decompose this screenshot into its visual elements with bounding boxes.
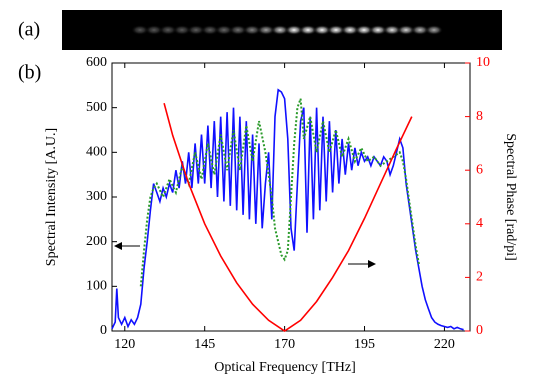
y2-tick-label: 2: [476, 270, 483, 285]
y2-tick-label: 10: [476, 55, 490, 70]
spot: [173, 25, 191, 35]
spot: [383, 25, 401, 35]
spot: [327, 25, 345, 35]
panel-label: (a): [18, 19, 40, 41]
arrow-left: [114, 242, 140, 250]
spot: [187, 25, 205, 35]
y-tick-label: 600: [86, 55, 107, 70]
x-axis-label: Optical Frequency [THz]: [214, 360, 356, 375]
spot: [397, 25, 415, 35]
y-tick-label: 100: [86, 279, 107, 294]
x-tick-label: 170: [274, 337, 295, 352]
spot: [271, 25, 289, 35]
y-tick-label: 200: [86, 234, 107, 249]
spot: [299, 25, 317, 35]
x-tick-label: 220: [434, 337, 455, 352]
arrow-right: [348, 260, 376, 268]
x-tick-label: 120: [114, 337, 135, 352]
panel-label: (b): [18, 62, 41, 84]
spot: [215, 25, 233, 35]
image-spots: [131, 25, 443, 35]
spot: [355, 25, 373, 35]
x-tick-label: 195: [354, 337, 375, 352]
spot: [313, 25, 331, 35]
y2-axis-label: Spectral Phase [rad/pi]: [503, 133, 518, 261]
y2-tick-label: 0: [476, 323, 483, 338]
spot: [201, 25, 219, 35]
series-line: [163, 102, 413, 332]
y-tick-label: 500: [86, 100, 107, 115]
series-line: [111, 88, 464, 331]
y-tick-label: 0: [100, 323, 107, 338]
spot: [131, 25, 149, 35]
spot: [341, 25, 359, 35]
spot: [411, 25, 429, 35]
y-axis-label: Spectral Intensity [A.U.]: [44, 128, 59, 266]
spot: [425, 25, 443, 35]
spot: [145, 25, 163, 35]
spot: [243, 25, 261, 35]
y2-tick-label: 8: [476, 109, 483, 124]
y-tick-label: 400: [86, 145, 107, 160]
spot: [159, 25, 177, 35]
x-tick-label: 145: [194, 337, 215, 352]
spot: [229, 25, 247, 35]
spot: [257, 25, 275, 35]
spot: [285, 25, 303, 35]
spot: [369, 25, 387, 35]
y2-tick-label: 6: [476, 162, 483, 177]
y2-tick-label: 4: [476, 216, 483, 231]
y-tick-label: 300: [86, 189, 107, 204]
